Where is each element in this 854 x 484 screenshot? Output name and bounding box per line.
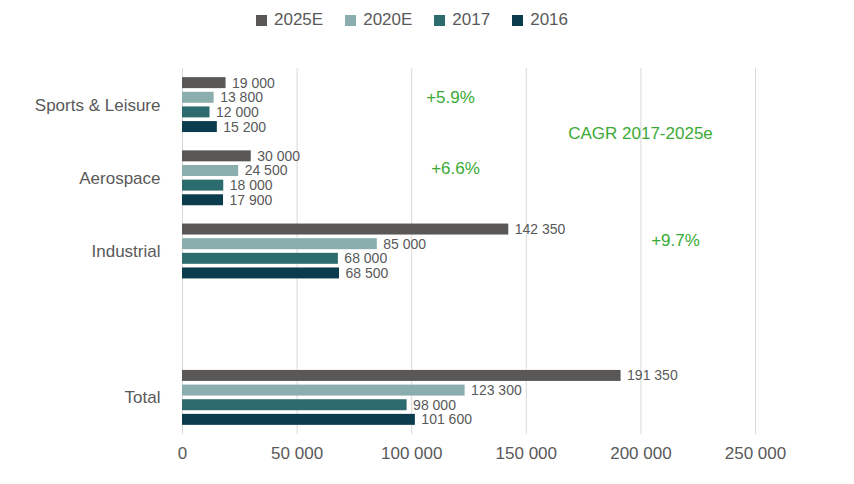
svg-text:Aerospace: Aerospace <box>79 169 160 188</box>
svg-text:CAGR 2017-2025e: CAGR 2017-2025e <box>568 124 713 143</box>
svg-text:24 500: 24 500 <box>245 162 288 178</box>
svg-text:30 000: 30 000 <box>257 148 300 164</box>
svg-text:Sports & Leisure: Sports & Leisure <box>35 96 161 115</box>
svg-text:98 000: 98 000 <box>413 397 456 413</box>
svg-text:123 300: 123 300 <box>471 382 522 398</box>
svg-text:12 000: 12 000 <box>216 104 259 120</box>
svg-text:+5.9%: +5.9% <box>426 88 475 107</box>
svg-text:17 900: 17 900 <box>230 192 273 208</box>
svg-text:191 350: 191 350 <box>627 367 678 383</box>
svg-text:Total: Total <box>125 388 161 407</box>
svg-text:142 350: 142 350 <box>515 221 566 237</box>
svg-text:68 500: 68 500 <box>346 265 389 281</box>
svg-text:19 000: 19 000 <box>232 75 275 91</box>
svg-text:+6.6%: +6.6% <box>431 159 480 178</box>
svg-text:13 800: 13 800 <box>220 89 263 105</box>
svg-text:15 200: 15 200 <box>223 119 266 135</box>
svg-text:101 600: 101 600 <box>421 411 472 427</box>
html-text:2025E: 2025E <box>274 10 324 29</box>
html-text:2020E: 2020E <box>363 10 413 29</box>
svg-text:150 000: 150 000 <box>496 444 557 463</box>
html-text:2016: 2016 <box>530 10 568 29</box>
svg-text:18 000: 18 000 <box>230 177 273 193</box>
svg-text:Industrial: Industrial <box>92 242 161 261</box>
svg-text:100 000: 100 000 <box>381 444 442 463</box>
svg-text:85 000: 85 000 <box>383 236 426 252</box>
svg-text:200 000: 200 000 <box>610 444 671 463</box>
html-text:2017: 2017 <box>452 10 491 29</box>
svg-text:0: 0 <box>178 444 187 463</box>
svg-text:250 000: 250 000 <box>725 444 786 463</box>
svg-text:50 000: 50 000 <box>271 444 323 463</box>
svg-text:68 000: 68 000 <box>344 250 387 266</box>
svg-text:+9.7%: +9.7% <box>651 231 700 250</box>
